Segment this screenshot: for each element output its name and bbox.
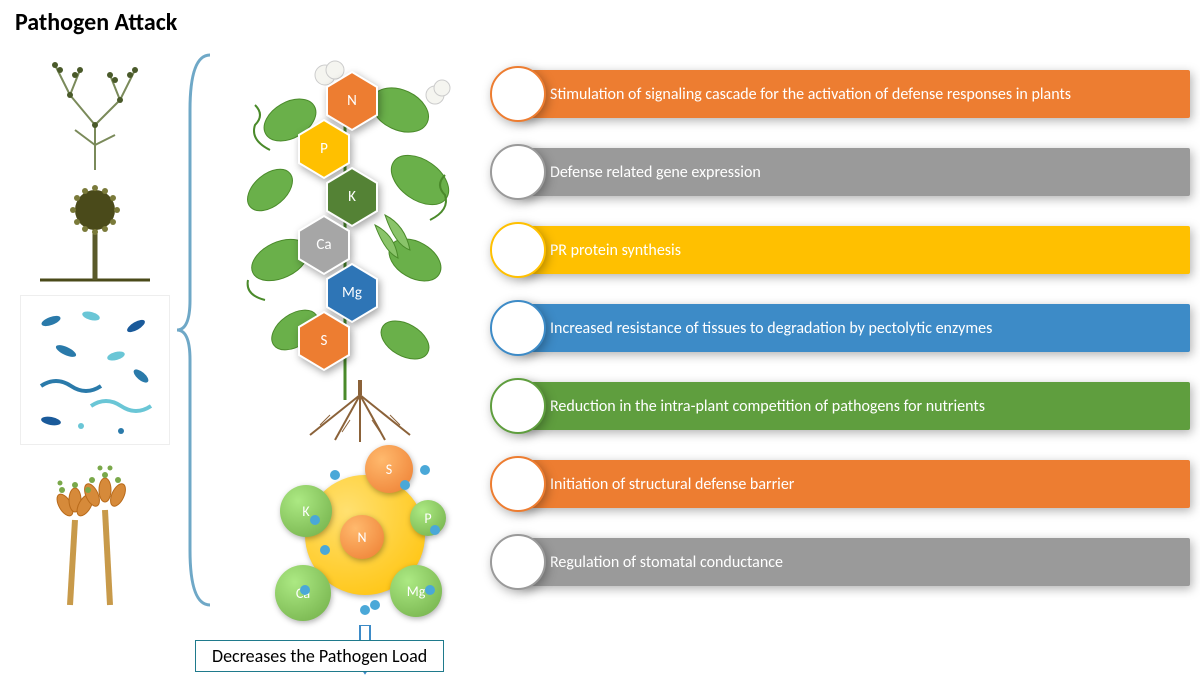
bar-row: Regulation of stomatal conductance xyxy=(490,538,1190,586)
pathogen-hypha xyxy=(20,45,170,175)
nutrient-small-dot xyxy=(330,470,340,480)
bar-row: PR protein synthesis xyxy=(490,226,1190,274)
pathogen-bacteria xyxy=(20,295,170,445)
hex-label: Ca xyxy=(316,236,331,254)
nutrient-hex-s: S xyxy=(297,310,351,372)
defense-bars: Stimulation of signaling cascade for the… xyxy=(490,70,1190,616)
nutrient-small-dot xyxy=(360,605,370,615)
nutrient-small-dot xyxy=(425,585,435,595)
bar-circle-icon xyxy=(490,300,546,356)
hex-label: P xyxy=(320,140,328,158)
nutrient-small-dot xyxy=(400,480,410,490)
nutrient-node-n: N xyxy=(340,515,384,559)
nutrient-small-dot xyxy=(320,545,330,555)
bar-row: Defense related gene expression xyxy=(490,148,1190,196)
bar-row: Initiation of structural defense barrier xyxy=(490,460,1190,508)
bottom-box: Decreases the Pathogen Load xyxy=(195,640,444,672)
brace-icon xyxy=(175,50,215,610)
bar-text: Stimulation of signaling cascade for the… xyxy=(550,85,1071,104)
bar-text: Defense related gene expression xyxy=(550,163,761,182)
nutrient-small-dot xyxy=(430,525,440,535)
page-title: Pathogen Attack xyxy=(15,8,177,37)
bar-circle-icon xyxy=(490,144,546,200)
defense-bar: Increased resistance of tissues to degra… xyxy=(520,304,1190,352)
hex-label: S xyxy=(321,332,328,350)
hex-label: Mg xyxy=(342,284,362,302)
nutrient-small-dot xyxy=(300,585,310,595)
bar-text: Reduction in the intra-plant competition… xyxy=(550,397,985,416)
defense-bar: Initiation of structural defense barrier xyxy=(520,460,1190,508)
bar-text: Regulation of stomatal conductance xyxy=(550,553,783,572)
bar-text: Increased resistance of tissues to degra… xyxy=(550,319,992,338)
bar-text: Initiation of structural defense barrier xyxy=(550,475,794,494)
plant-column: N P K Ca Mg S SKPNMgCa xyxy=(210,40,480,620)
defense-bar: Defense related gene expression xyxy=(520,148,1190,196)
nutrient-node-k: K xyxy=(280,485,332,537)
nutrient-small-dot xyxy=(370,600,380,610)
defense-bar: Stimulation of signaling cascade for the… xyxy=(520,70,1190,118)
nutrient-node-p: P xyxy=(410,500,446,536)
bar-circle-icon xyxy=(490,66,546,122)
bar-circle-icon xyxy=(490,456,546,512)
pathogen-mold xyxy=(20,180,170,290)
nutrient-small-dot xyxy=(310,515,320,525)
bar-circle-icon xyxy=(490,222,546,278)
defense-bar: Regulation of stomatal conductance xyxy=(520,538,1190,586)
bar-row: Stimulation of signaling cascade for the… xyxy=(490,70,1190,118)
pathogen-conidia xyxy=(20,450,170,610)
nutrient-hex-column: N P K Ca Mg S xyxy=(325,70,379,358)
roots-illustration xyxy=(280,380,440,450)
bar-row: Increased resistance of tissues to degra… xyxy=(490,304,1190,352)
nutrient-ball: SKPNMgCa xyxy=(270,445,460,625)
defense-bar: PR protein synthesis xyxy=(520,226,1190,274)
bar-circle-icon xyxy=(490,534,546,590)
bar-circle-icon xyxy=(490,378,546,434)
pathogen-column xyxy=(10,40,180,615)
bar-row: Reduction in the intra-plant competition… xyxy=(490,382,1190,430)
nutrient-small-dot xyxy=(420,465,430,475)
hex-label: N xyxy=(347,92,357,110)
hex-label: K xyxy=(348,188,356,206)
defense-bar: Reduction in the intra-plant competition… xyxy=(520,382,1190,430)
bar-text: PR protein synthesis xyxy=(550,241,681,260)
